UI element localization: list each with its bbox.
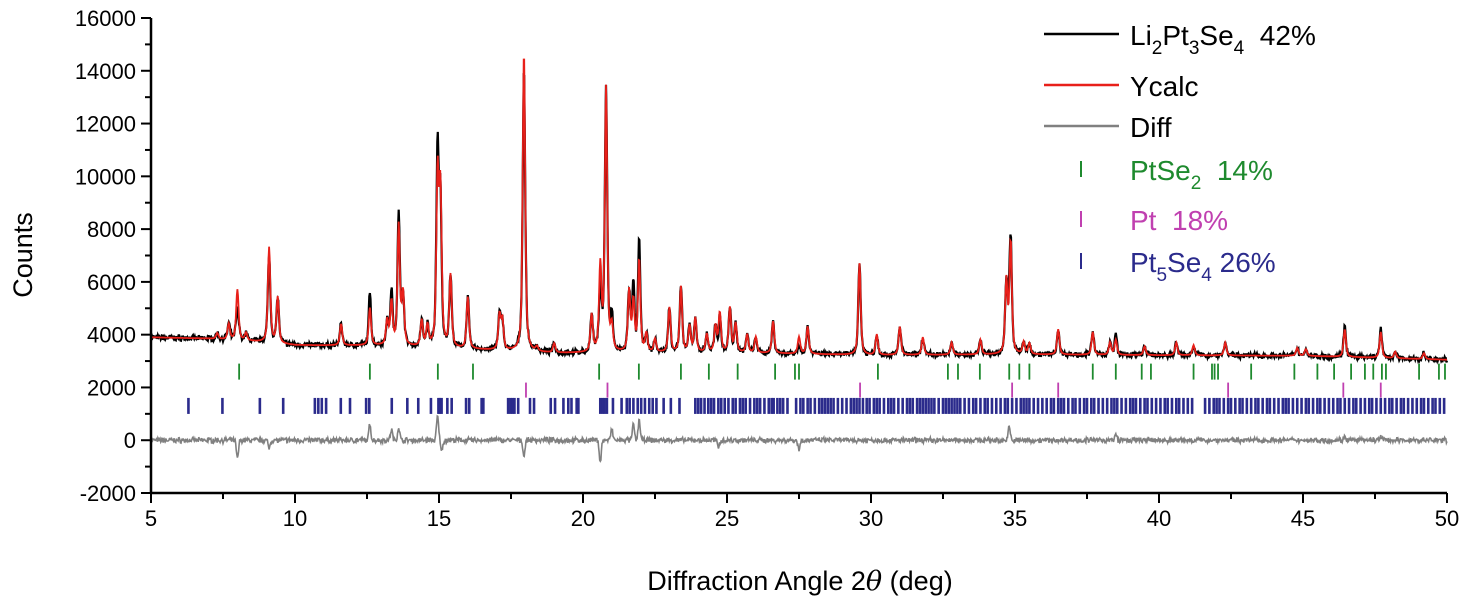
y-tick-label: 8000 (87, 217, 136, 242)
legend-label-calc: Ycalc (1130, 71, 1198, 102)
x-tick-label: 15 (427, 506, 451, 531)
reflections-ptse2 (238, 363, 1446, 380)
y-tick-label: 10000 (75, 164, 136, 189)
x-tick-label: 35 (1003, 506, 1027, 531)
y-tick-label: 12000 (75, 112, 136, 137)
legend-label-pt5se4: Pt5Se4 26% (1130, 247, 1276, 286)
y-axis-title: Counts (8, 212, 38, 298)
reflections-pt (525, 382, 1382, 398)
x-tick-label: 50 (1435, 506, 1459, 531)
axes: -2000 0 2000 4000 6000 8000 10000 12000 14000 160… (75, 6, 1459, 531)
plot-marks (150, 58, 1449, 463)
x-axis-title: Diffraction Angle 2θ (deg) (647, 566, 952, 597)
series-ycalc (151, 58, 1447, 361)
y-tick-label: -2000 (80, 481, 136, 506)
legend-label-diff: Diff (1130, 112, 1172, 143)
legend-label-ptse2: PtSe2 14% (1130, 155, 1273, 194)
x-tick-label: 40 (1147, 506, 1171, 531)
x-tick-label: 10 (283, 506, 307, 531)
series-observed (150, 73, 1449, 365)
y-tick-label: 0 (124, 428, 136, 453)
x-tick-label: 45 (1291, 506, 1315, 531)
x-tick-label: 5 (145, 506, 157, 531)
y-tick-label: 14000 (75, 59, 136, 84)
y-tick-label: 16000 (75, 6, 136, 31)
y-tick-label: 6000 (87, 270, 136, 295)
legend-label-obs: Li2Pt3Se4 42% (1130, 20, 1316, 59)
y-tick-label: 2000 (87, 375, 136, 400)
x-tick-label: 20 (571, 506, 595, 531)
series-diff (150, 414, 1448, 463)
reflections-pt5se4 (187, 397, 1446, 414)
legend: Li2Pt3Se4 42% Ycalc Diff PtSe2 14% Pt 18… (1044, 20, 1316, 286)
y-tick-label: 4000 (87, 323, 136, 348)
x-tick-label: 25 (715, 506, 739, 531)
legend-label-pt: Pt 18% (1130, 205, 1228, 236)
x-tick-label: 30 (859, 506, 883, 531)
